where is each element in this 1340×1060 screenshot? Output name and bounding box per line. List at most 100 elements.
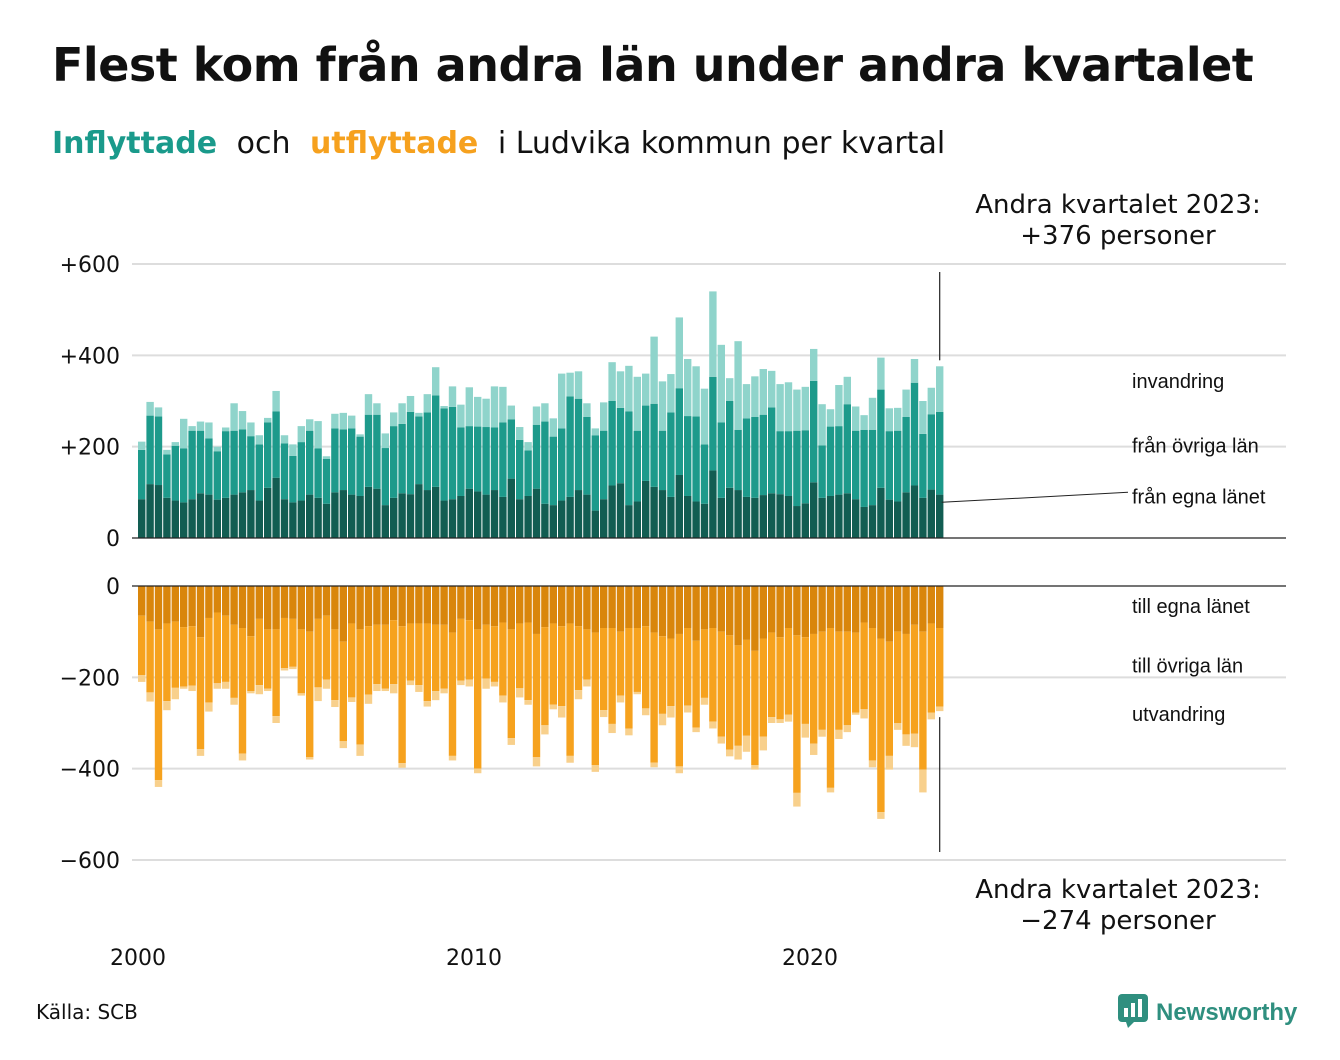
bar-out-other-13	[247, 636, 255, 692]
bar-in-immig-62	[658, 381, 667, 431]
bar-in-other-46	[524, 450, 532, 496]
bar-out-other-80	[810, 633, 818, 744]
bar-in-own-18	[289, 502, 297, 538]
bar-out-other-36	[440, 624, 448, 689]
bar-in-other-48	[541, 421, 549, 504]
bar-in-own-7	[196, 493, 205, 538]
subtitle-outflow-label: utflyttade	[310, 126, 479, 161]
bar-out-emig-93	[919, 769, 927, 793]
bar-in-other-11	[230, 430, 238, 495]
bar-in-immig-50	[558, 373, 566, 429]
bar-out-other-19	[297, 629, 305, 694]
bar-in-own-48	[541, 503, 549, 538]
bar-out-other-5	[180, 627, 188, 687]
bar-out-emig-21	[314, 687, 322, 702]
bar-out-own-83	[835, 586, 843, 632]
bar-in-other-41	[482, 427, 490, 495]
bar-out-other-53	[583, 629, 591, 680]
bar-in-own-15	[264, 487, 272, 538]
bar-out-other-85	[852, 632, 860, 713]
bar-in-immig-22	[322, 456, 331, 459]
bar-out-other-77	[784, 628, 793, 715]
bar-out-own-21	[314, 586, 322, 619]
bar-out-emig-51	[566, 755, 574, 763]
bar-in-own-3	[163, 497, 171, 538]
bar-out-emig-38	[457, 680, 465, 686]
bar-out-own-68	[709, 586, 717, 629]
bar-in-own-55	[600, 499, 608, 538]
bar-in-immig-15	[264, 417, 272, 423]
bar-in-own-91	[902, 492, 910, 538]
bar-in-other-10	[222, 431, 230, 498]
bar-out-own-28	[373, 586, 381, 625]
bar-in-other-78	[793, 430, 801, 507]
bar-out-own-23	[331, 586, 339, 630]
bar-out-other-65	[684, 628, 692, 706]
bar-out-emig-19	[297, 693, 305, 696]
bar-out-emig-7	[196, 749, 205, 756]
bar-out-own-46	[524, 586, 532, 623]
bar-in-immig-68	[709, 291, 717, 377]
bar-out-own-55	[600, 586, 608, 629]
bar-in-other-16	[272, 411, 280, 478]
bar-out-other-74	[759, 638, 767, 737]
bar-out-other-10	[222, 615, 230, 682]
bar-out-other-84	[843, 631, 851, 726]
bar-in-immig-25	[348, 415, 356, 429]
bar-in-own-32	[406, 494, 415, 538]
bar-out-emig-2	[154, 780, 163, 787]
bar-in-immig-32	[406, 395, 415, 412]
bar-out-own-94	[927, 586, 935, 624]
bar-out-emig-76	[776, 719, 784, 723]
bar-out-emig-65	[684, 705, 692, 713]
bar-out-other-22	[322, 615, 331, 680]
bar-out-own-80	[810, 586, 818, 634]
bar-out-other-11	[230, 624, 238, 698]
bar-out-own-64	[675, 586, 683, 634]
bar-out-emig-81	[818, 729, 826, 737]
bar-out-emig-1	[146, 692, 154, 702]
bar-in-other-2	[154, 416, 163, 486]
bar-out-emig-40	[474, 768, 482, 774]
bar-in-other-25	[348, 428, 356, 495]
bar-out-other-37	[448, 632, 457, 756]
bar-out-emig-8	[205, 702, 213, 712]
bar-out-own-36	[440, 586, 448, 625]
bar-in-own-25	[348, 494, 356, 538]
bar-in-other-24	[339, 429, 347, 491]
bar-in-other-20	[306, 430, 314, 495]
bar-in-other-33	[415, 416, 423, 485]
bar-in-other-35	[432, 395, 440, 487]
bar-out-other-45	[516, 623, 524, 689]
bar-out-other-82	[826, 628, 835, 788]
bar-in-immig-13	[247, 422, 255, 437]
bar-out-other-75	[768, 632, 776, 718]
bar-in-own-58	[625, 505, 633, 538]
bar-in-immig-77	[784, 382, 793, 432]
bar-in-immig-94	[927, 387, 935, 415]
bar-in-other-49	[549, 436, 557, 506]
bar-out-other-83	[835, 631, 843, 730]
bar-in-other-3	[163, 454, 171, 498]
bar-out-other-70	[726, 635, 734, 750]
bar-out-own-93	[919, 586, 927, 632]
bar-out-emig-25	[348, 697, 356, 702]
bar-in-immig-87	[868, 397, 877, 430]
bar-in-immig-93	[919, 401, 927, 434]
bar-in-other-5	[180, 448, 188, 503]
bar-out-other-87	[868, 628, 877, 761]
bar-out-other-42	[490, 626, 499, 682]
bar-out-other-68	[709, 628, 717, 722]
annotation-in: från egna länet	[1132, 486, 1266, 508]
bar-out-emig-69	[717, 736, 725, 744]
bar-in-own-31	[398, 493, 406, 538]
bar-in-immig-76	[776, 384, 784, 432]
bar-out-other-46	[524, 622, 532, 701]
bar-in-immig-41	[482, 398, 490, 428]
bar-in-immig-46	[524, 442, 532, 451]
bar-in-other-85	[852, 430, 860, 500]
bar-out-other-40	[474, 629, 482, 769]
bar-in-own-41	[482, 494, 490, 538]
bar-in-other-39	[465, 426, 473, 489]
bar-in-immig-80	[810, 348, 818, 381]
